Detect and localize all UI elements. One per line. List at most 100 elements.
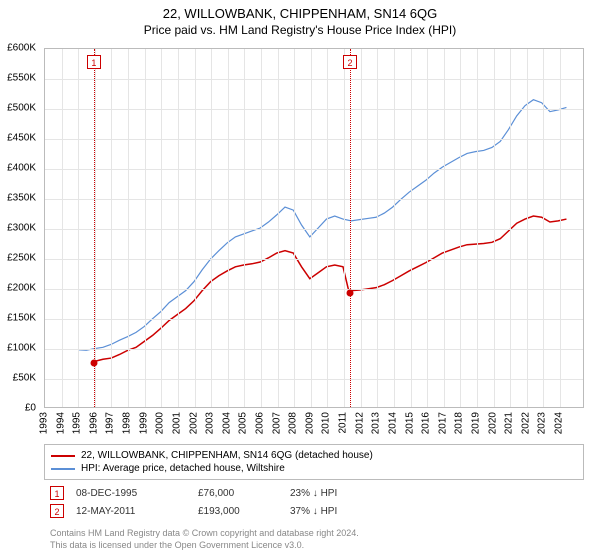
gridline-v bbox=[95, 49, 96, 407]
x-tick-label: 1998 bbox=[122, 412, 133, 434]
x-tick-label: 1999 bbox=[138, 412, 149, 434]
sale-diff: 23% ↓ HPI bbox=[290, 488, 390, 499]
gridline-v bbox=[361, 49, 362, 407]
gridline-v bbox=[527, 49, 528, 407]
footer-line1: Contains HM Land Registry data © Crown c… bbox=[50, 528, 590, 540]
marker-label: 1 bbox=[87, 55, 101, 69]
gridline-v bbox=[278, 49, 279, 407]
gridline-v bbox=[244, 49, 245, 407]
x-tick-label: 2006 bbox=[255, 412, 266, 434]
y-tick-label: £150K bbox=[7, 313, 36, 324]
y-tick-label: £0 bbox=[25, 403, 36, 414]
x-tick-label: 2002 bbox=[188, 412, 199, 434]
x-tick-label: 2009 bbox=[304, 412, 315, 434]
x-tick-label: 2020 bbox=[487, 412, 498, 434]
x-tick-label: 2019 bbox=[471, 412, 482, 434]
x-tick-label: 2008 bbox=[288, 412, 299, 434]
legend-label: HPI: Average price, detached house, Wilt… bbox=[81, 463, 285, 474]
gridline-v bbox=[294, 49, 295, 407]
marker-vline bbox=[94, 49, 95, 407]
gridline-h bbox=[45, 139, 583, 140]
x-tick-label: 2021 bbox=[504, 412, 515, 434]
gridline-v bbox=[543, 49, 544, 407]
x-tick-label: 2014 bbox=[387, 412, 398, 434]
sale-row: 2 12-MAY-2011 £193,000 37% ↓ HPI bbox=[44, 502, 584, 520]
y-tick-label: £50K bbox=[13, 373, 36, 384]
gridline-v bbox=[460, 49, 461, 407]
y-tick-label: £250K bbox=[7, 253, 36, 264]
x-tick-label: 1997 bbox=[105, 412, 116, 434]
y-tick-label: £450K bbox=[7, 133, 36, 144]
gridline-v bbox=[327, 49, 328, 407]
x-axis-labels: 1993199419951996199719981999200020012002… bbox=[44, 408, 584, 448]
x-tick-label: 1994 bbox=[55, 412, 66, 434]
x-tick-label: 2012 bbox=[354, 412, 365, 434]
x-tick-label: 1993 bbox=[39, 412, 50, 434]
y-tick-label: £500K bbox=[7, 103, 36, 114]
gridline-v bbox=[78, 49, 79, 407]
gridline-h bbox=[45, 199, 583, 200]
gridline-v bbox=[344, 49, 345, 407]
y-tick-label: £550K bbox=[7, 73, 36, 84]
gridline-v bbox=[62, 49, 63, 407]
y-axis-labels: £0£50K£100K£150K£200K£250K£300K£350K£400… bbox=[0, 48, 40, 408]
x-tick-label: 2015 bbox=[404, 412, 415, 434]
gridline-h bbox=[45, 289, 583, 290]
gridline-v bbox=[411, 49, 412, 407]
y-tick-label: £200K bbox=[7, 283, 36, 294]
x-tick-label: 2003 bbox=[205, 412, 216, 434]
sale-marker: 1 bbox=[50, 486, 64, 500]
x-tick-label: 2004 bbox=[221, 412, 232, 434]
chart-container: 22, WILLOWBANK, CHIPPENHAM, SN14 6QG Pri… bbox=[0, 0, 600, 560]
x-tick-label: 2024 bbox=[554, 412, 565, 434]
gridline-h bbox=[45, 229, 583, 230]
x-tick-label: 2023 bbox=[537, 412, 548, 434]
gridline-v bbox=[128, 49, 129, 407]
gridline-h bbox=[45, 379, 583, 380]
gridline-v bbox=[261, 49, 262, 407]
x-tick-label: 2013 bbox=[371, 412, 382, 434]
gridline-h bbox=[45, 349, 583, 350]
plot-area: 12 bbox=[44, 48, 584, 408]
marker-vline bbox=[350, 49, 351, 407]
gridline-v bbox=[494, 49, 495, 407]
chart-title: 22, WILLOWBANK, CHIPPENHAM, SN14 6QG bbox=[0, 0, 600, 21]
x-tick-label: 2016 bbox=[421, 412, 432, 434]
x-tick-label: 2001 bbox=[171, 412, 182, 434]
sale-row: 108-DEC-1995£76,00023% ↓ HPI bbox=[44, 484, 584, 502]
gridline-v bbox=[377, 49, 378, 407]
x-tick-label: 2022 bbox=[520, 412, 531, 434]
gridline-v bbox=[111, 49, 112, 407]
sale-diff: 37% ↓ HPI bbox=[290, 506, 390, 517]
gridline-v bbox=[195, 49, 196, 407]
legend-swatch bbox=[51, 455, 75, 457]
x-tick-label: 2005 bbox=[238, 412, 249, 434]
sale-price: £76,000 bbox=[198, 488, 278, 499]
gridline-v bbox=[444, 49, 445, 407]
gridline-v bbox=[145, 49, 146, 407]
gridline-v bbox=[394, 49, 395, 407]
gridline-v bbox=[427, 49, 428, 407]
y-tick-label: £100K bbox=[7, 343, 36, 354]
y-tick-label: £600K bbox=[7, 43, 36, 54]
x-tick-label: 2007 bbox=[271, 412, 282, 434]
gridline-v bbox=[477, 49, 478, 407]
chart-subtitle: Price paid vs. HM Land Registry's House … bbox=[0, 21, 600, 41]
marker-label: 2 bbox=[343, 55, 357, 69]
x-tick-label: 2000 bbox=[155, 412, 166, 434]
sale-date: 12-MAY-2011 bbox=[76, 506, 186, 517]
legend-label: 22, WILLOWBANK, CHIPPENHAM, SN14 6QG (de… bbox=[81, 450, 373, 461]
y-tick-label: £300K bbox=[7, 223, 36, 234]
legend: 22, WILLOWBANK, CHIPPENHAM, SN14 6QG (de… bbox=[44, 444, 584, 480]
footer: Contains HM Land Registry data © Crown c… bbox=[44, 526, 596, 553]
gridline-v bbox=[161, 49, 162, 407]
x-tick-label: 1996 bbox=[88, 412, 99, 434]
sale-price: £193,000 bbox=[198, 506, 278, 517]
x-tick-label: 2011 bbox=[338, 412, 349, 434]
x-tick-label: 2017 bbox=[437, 412, 448, 434]
x-tick-label: 2010 bbox=[321, 412, 332, 434]
gridline-v bbox=[228, 49, 229, 407]
sale-marker: 2 bbox=[50, 504, 64, 518]
legend-swatch bbox=[51, 468, 75, 470]
gridline-v bbox=[560, 49, 561, 407]
